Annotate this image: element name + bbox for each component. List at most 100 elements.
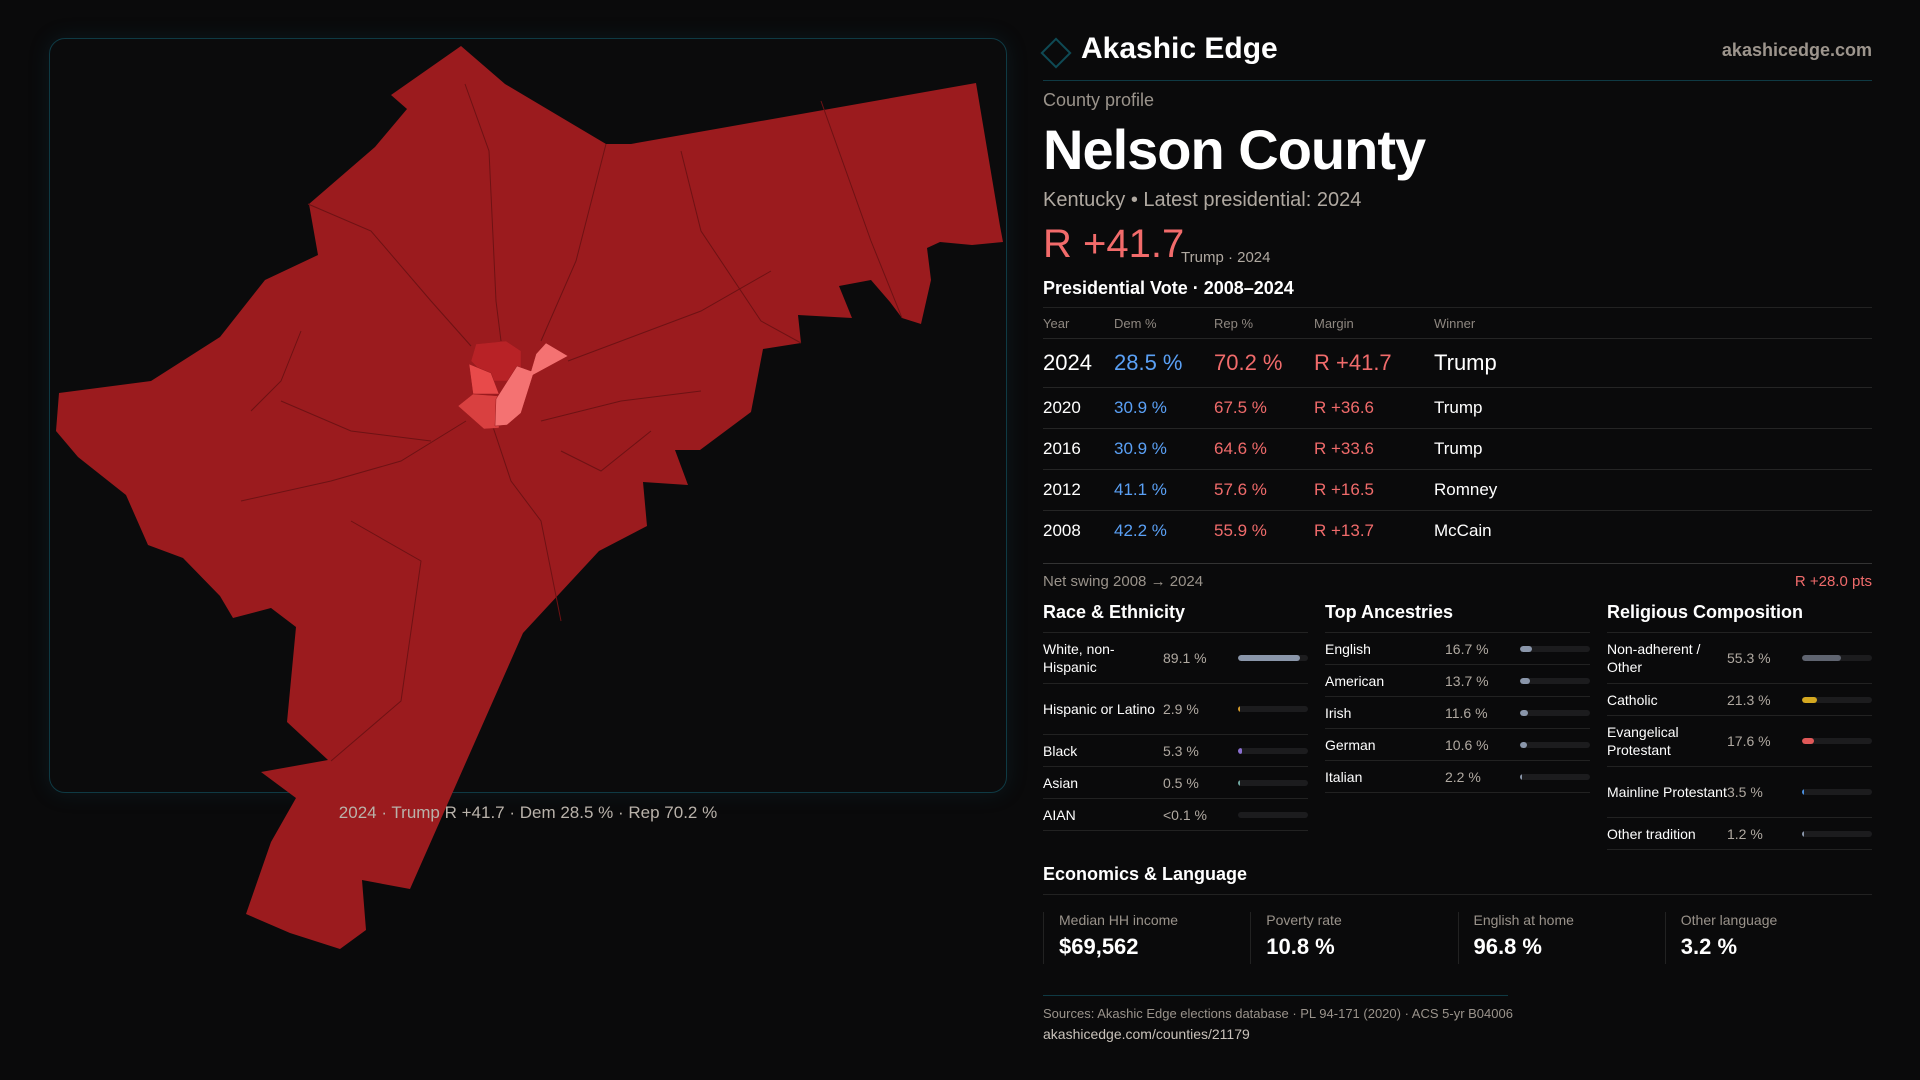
item-bar-fill: [1520, 741, 1528, 748]
item-value: 13.7 %: [1445, 672, 1489, 689]
cell-year: 2020: [1043, 386, 1114, 428]
brand-name: Akashic Edge: [1081, 32, 1278, 65]
item-bar-fill: [1238, 655, 1301, 661]
table-row: 2016 30.9 % 64.6 % R +33.6 Trump: [1043, 427, 1872, 469]
item-value: 2.2 %: [1445, 768, 1481, 785]
item-bar: [1802, 738, 1872, 744]
col-rep: Rep %: [1214, 316, 1254, 332]
item-bar: [1802, 696, 1872, 703]
item-bar: [1520, 709, 1590, 716]
cell-dem: 30.9 %: [1114, 427, 1214, 469]
votes-title: Presidential Vote · 2008–2024: [1043, 278, 1294, 298]
cell-winner: Trump: [1434, 337, 1872, 387]
county-url[interactable]: akashicedge.com/counties/21179: [1043, 1026, 1250, 1042]
cell-margin: R +16.5: [1314, 468, 1434, 510]
divider: [1607, 849, 1872, 850]
precinct-4[interactable]: [494, 342, 569, 427]
cell-dem: 28.5 %: [1114, 337, 1214, 387]
item-label: White, non-Hispanic: [1043, 641, 1115, 675]
list-item: Asian 0.5 %: [1043, 766, 1308, 798]
item-label: Italian: [1325, 768, 1363, 785]
cell-margin: R +13.7: [1314, 509, 1434, 551]
kicker: County profile: [1043, 90, 1155, 110]
cell-margin: R +36.6: [1314, 386, 1434, 428]
list-item: Black 5.3 %: [1043, 734, 1308, 766]
section-title: Race & Ethnicity: [1043, 602, 1186, 622]
list-item: Other tradition 1.2 %: [1607, 817, 1872, 849]
item-bar: [1238, 779, 1308, 786]
town-precincts: [457, 340, 569, 430]
item-value: 17.6 %: [1727, 733, 1771, 749]
cell-dem: 41.1 %: [1114, 468, 1214, 510]
item-bar: [1520, 741, 1590, 748]
cell-rep: 67.5 %: [1214, 386, 1314, 428]
section-title: Top Ancestries: [1325, 602, 1454, 622]
list-item: Catholic 21.3 %: [1607, 683, 1872, 715]
cell-year: 2012: [1043, 468, 1114, 510]
item-value: 89.1 %: [1163, 650, 1207, 666]
cell-rep: 64.6 %: [1214, 427, 1314, 469]
religion-section: Religious Composition Non-adherent / Othe…: [1607, 602, 1872, 850]
stat-label: Poverty rate: [1266, 912, 1342, 928]
cell-rep: 70.2 %: [1214, 337, 1314, 387]
item-label: German: [1325, 736, 1376, 753]
cell-year: 2008: [1043, 509, 1114, 551]
footer-divider: [1043, 995, 1508, 996]
item-label: AIAN: [1043, 806, 1076, 823]
stat-value: $69,562: [1059, 934, 1139, 959]
table-header: Year Dem % Rep % Margin Winner: [1043, 310, 1872, 338]
stat-value: 96.8 %: [1473, 934, 1543, 959]
cell-rep: 57.6 %: [1214, 468, 1314, 510]
item-bar-fill: [1802, 655, 1841, 661]
item-bar: [1238, 811, 1308, 818]
county-map-svg: [56, 46, 1003, 949]
item-bar: [1802, 655, 1872, 661]
item-label: American: [1325, 672, 1385, 689]
list-item: White, non-Hispanic 89.1 %: [1043, 632, 1308, 683]
header-divider: [1043, 80, 1872, 81]
stat-label: English at home: [1473, 912, 1574, 928]
table-row: 2024 28.5 % 70.2 % R +41.7 Trump: [1043, 337, 1872, 387]
stat-label: Other language: [1680, 912, 1778, 928]
cell-winner: McCain: [1434, 509, 1872, 551]
stat-label: Median HH income: [1059, 912, 1179, 928]
cell-year: 2016: [1043, 427, 1114, 469]
list-item: Non-adherent / Other 55.3 %: [1607, 632, 1872, 683]
list-item: AIAN <0.1 %: [1043, 798, 1308, 830]
sources-text: Sources: Akashic Edge elections database…: [1043, 1006, 1513, 1021]
headline-margin: R +41.7: [1043, 222, 1185, 266]
item-bar-fill: [1802, 738, 1815, 744]
item-value: <0.1 %: [1163, 806, 1207, 823]
item-label: Evangelical Protestant: [1607, 724, 1679, 758]
list-item: Evangelical Protestant 17.6 %: [1607, 715, 1872, 766]
county-shape[interactable]: [56, 46, 1003, 949]
stat-card-english: English at home 96.8 %: [1457, 912, 1665, 964]
item-label: Catholic: [1607, 691, 1658, 708]
item-bar: [1802, 830, 1872, 837]
divider: [1325, 792, 1590, 793]
county-map[interactable]: [49, 38, 1007, 949]
col-margin: Margin: [1314, 316, 1354, 332]
divider: [1043, 307, 1872, 308]
list-item: Hispanic or Latino 2.9 %: [1043, 683, 1308, 734]
item-value: 5.3 %: [1163, 742, 1199, 759]
item-bar: [1520, 773, 1590, 780]
item-value: 0.5 %: [1163, 774, 1199, 791]
item-value: 55.3 %: [1727, 650, 1771, 666]
item-bar-fill: [1520, 773, 1522, 780]
site-link[interactable]: akashicedge.com: [1721, 40, 1872, 60]
divider: [1043, 894, 1872, 895]
item-bar: [1520, 645, 1590, 652]
cell-year: 2024: [1043, 337, 1114, 387]
cell-rep: 55.9 %: [1214, 509, 1314, 551]
item-label: English: [1325, 640, 1371, 657]
item-bar: [1238, 747, 1308, 754]
stat-card-poverty: Poverty rate 10.8 %: [1250, 912, 1457, 964]
table-row: 2020 30.9 % 67.5 % R +36.6 Trump: [1043, 386, 1872, 428]
divider: [1043, 830, 1308, 831]
item-bar-fill: [1802, 789, 1805, 795]
list-item: Mainline Protestant 3.5 %: [1607, 766, 1872, 817]
net-swing-value: R +28.0 pts: [1794, 573, 1872, 590]
item-bar-fill: [1802, 830, 1804, 837]
cell-dem: 42.2 %: [1114, 509, 1214, 551]
